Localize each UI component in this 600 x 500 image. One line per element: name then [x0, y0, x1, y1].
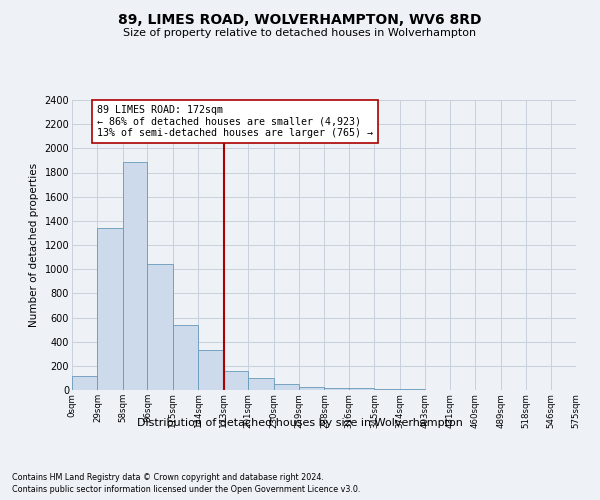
Bar [97, 228, 123, 390]
Text: 89, LIMES ROAD, WOLVERHAMPTON, WV6 8RD: 89, LIMES ROAD, WOLVERHAMPTON, WV6 8RD [118, 12, 482, 26]
Bar [224, 370, 248, 390]
Y-axis label: Number of detached properties: Number of detached properties [29, 163, 39, 327]
Bar [299, 386, 325, 390]
Text: 89 LIMES ROAD: 172sqm
← 86% of detached houses are smaller (4,923)
13% of semi-d: 89 LIMES ROAD: 172sqm ← 86% of detached … [97, 105, 373, 138]
Text: Contains public sector information licensed under the Open Government Licence v3: Contains public sector information licen… [12, 485, 361, 494]
Bar [374, 389, 400, 390]
Bar [148, 264, 173, 390]
Text: Distribution of detached houses by size in Wolverhampton: Distribution of detached houses by size … [137, 418, 463, 428]
Bar [325, 388, 349, 390]
Bar [274, 384, 299, 390]
Bar [72, 376, 97, 390]
Bar [248, 378, 274, 390]
Bar [198, 350, 224, 390]
Bar [349, 388, 374, 390]
Text: Size of property relative to detached houses in Wolverhampton: Size of property relative to detached ho… [124, 28, 476, 38]
Bar [123, 162, 148, 390]
Bar [173, 325, 198, 390]
Text: Contains HM Land Registry data © Crown copyright and database right 2024.: Contains HM Land Registry data © Crown c… [12, 472, 324, 482]
